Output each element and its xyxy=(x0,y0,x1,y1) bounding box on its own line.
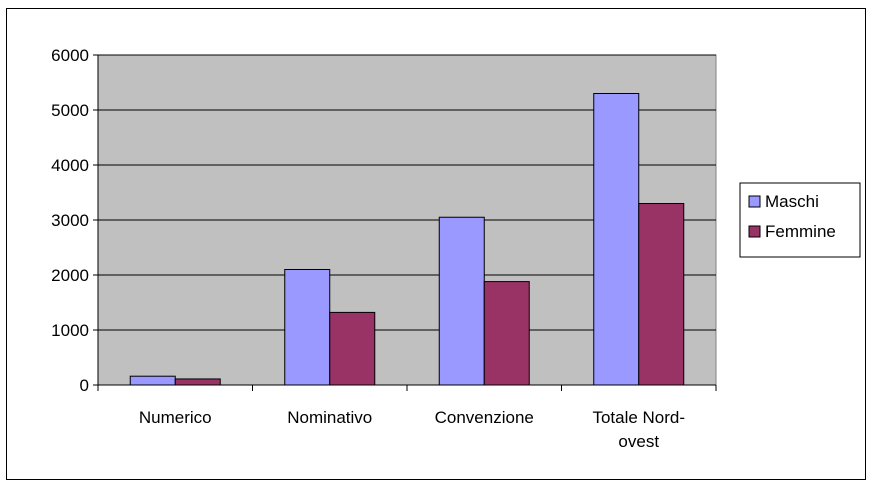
y-tick-label-0: 0 xyxy=(80,376,89,395)
y-tick-label-4000: 4000 xyxy=(51,156,89,175)
bar-maschi-1 xyxy=(284,269,331,386)
legend-label-femmine: Femmine xyxy=(765,222,836,241)
y-tick-label-6000: 6000 xyxy=(51,46,89,65)
y-tick-label-1000: 1000 xyxy=(51,321,89,340)
bar-femmine-2 xyxy=(483,281,530,386)
x-tick-label-2: Convenzione xyxy=(435,408,534,427)
x-tick-label-1: Nominativo xyxy=(287,408,372,427)
bar-femmine-1 xyxy=(329,311,376,386)
bar-femmine-3 xyxy=(638,203,685,386)
legend-swatch-maschi xyxy=(748,195,761,208)
legend-label-maschi: Maschi xyxy=(765,192,819,211)
legend-swatch-femmine xyxy=(748,225,761,238)
y-tick-label-3000: 3000 xyxy=(51,211,89,230)
bar-maschi-2 xyxy=(438,216,485,386)
x-tick-label-3: Totale Nord-ovest xyxy=(592,408,685,451)
legend-box xyxy=(739,182,861,258)
bar-maschi-0 xyxy=(129,375,176,386)
bar-femmine-0 xyxy=(174,378,221,386)
x-tick-label-0: Numerico xyxy=(139,408,212,427)
y-tick-label-2000: 2000 xyxy=(51,266,89,285)
y-tick-label-5000: 5000 xyxy=(51,101,89,120)
bar-maschi-3 xyxy=(593,93,640,386)
